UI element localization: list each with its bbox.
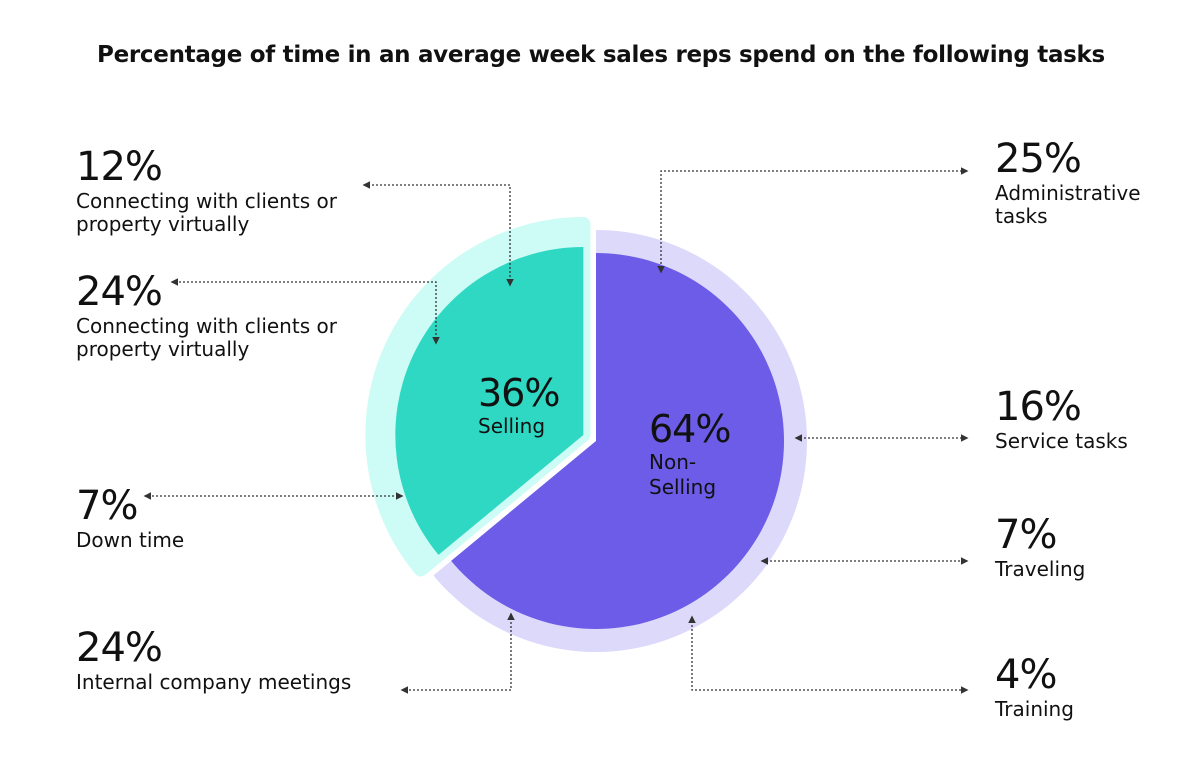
chart-title: Percentage of time in an average week sa… bbox=[97, 42, 1105, 68]
slice-selling bbox=[395, 247, 584, 555]
slice-name-non-selling: Non- Selling bbox=[649, 449, 717, 499]
callout-label: Administrative tasks bbox=[995, 181, 1141, 228]
slice-value-non-selling: 64% bbox=[649, 407, 731, 451]
callout-label: Connecting with clients or property virt… bbox=[76, 314, 337, 361]
slice-name-selling: Selling bbox=[478, 413, 546, 438]
connector-non-selling-4 bbox=[688, 615, 969, 694]
slice-value-selling: 36% bbox=[478, 371, 560, 415]
callout-value: 24% bbox=[76, 625, 163, 671]
callout-connectors bbox=[143, 167, 969, 694]
callout-value: 7% bbox=[76, 483, 138, 529]
callout-value: 16% bbox=[995, 384, 1082, 430]
callout-value: 7% bbox=[995, 512, 1057, 558]
callout-label: Connecting with clients or property virt… bbox=[76, 189, 337, 236]
slice-non-selling bbox=[451, 253, 784, 629]
callout-value: 12% bbox=[76, 144, 163, 190]
slice-label-non-selling: 64% Non- Selling bbox=[649, 407, 731, 500]
callout-non-selling-1: 25% Administrative tasks bbox=[995, 138, 1141, 228]
slice-label-selling: 36% Selling bbox=[478, 371, 560, 439]
callout-value: 4% bbox=[995, 652, 1057, 698]
callout-value: 25% bbox=[995, 136, 1082, 182]
callout-non-selling-3: 7% Traveling bbox=[995, 514, 1085, 581]
callout-non-selling-4: 4% Training bbox=[995, 654, 1074, 721]
callout-label: Service tasks bbox=[995, 429, 1128, 453]
callout-label: Down time bbox=[76, 528, 185, 552]
pie-slices bbox=[365, 217, 807, 653]
callout-label: Training bbox=[995, 697, 1074, 721]
connector-selling-1 bbox=[362, 181, 514, 287]
connector-non-selling-1 bbox=[657, 167, 969, 274]
callout-value: 24% bbox=[76, 269, 163, 315]
connector-selling-4 bbox=[400, 612, 515, 694]
callout-selling-3: 7% Down time bbox=[76, 485, 184, 552]
callout-selling-2: 24% Connecting with clients or property … bbox=[76, 271, 337, 361]
callout-selling-4: 24% Internal company meetings bbox=[76, 627, 351, 694]
callout-selling-1: 12% Connecting with clients or property … bbox=[76, 146, 337, 236]
callout-label: Internal company meetings bbox=[76, 670, 352, 694]
callout-non-selling-2: 16% Service tasks bbox=[995, 386, 1128, 453]
connector-selling-2 bbox=[170, 278, 440, 345]
callout-label: Traveling bbox=[995, 557, 1086, 581]
